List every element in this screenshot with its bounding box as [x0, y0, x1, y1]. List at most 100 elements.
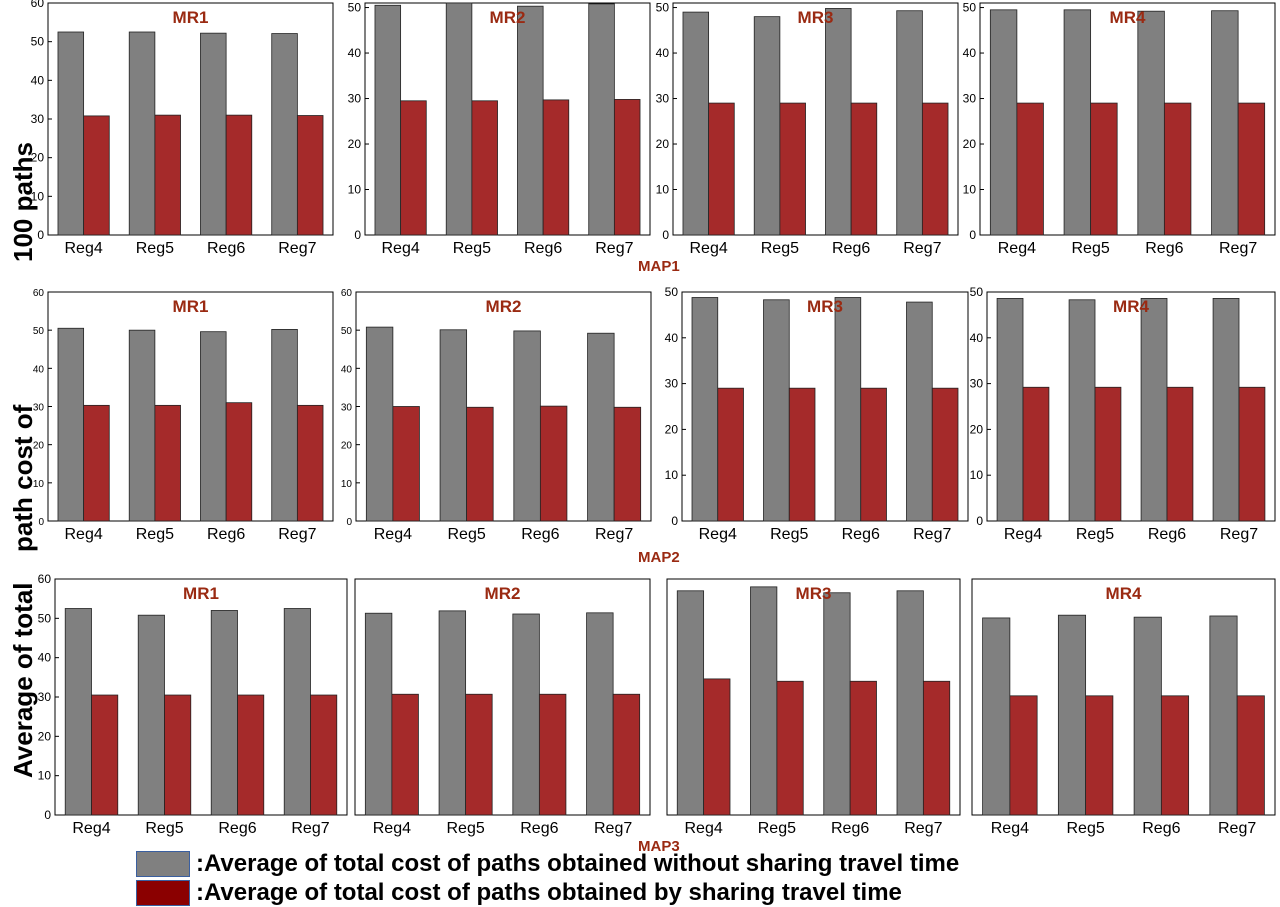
- chart-1-xtick-label: Reg7: [278, 240, 316, 257]
- chart-1-bar-reg4-without-sharing: [57, 31, 85, 236]
- chart-9-ytick-label: 60: [38, 572, 52, 586]
- chart-9-ytick-label: 40: [38, 651, 52, 665]
- chart-10-bar-reg4-without-sharing: [364, 612, 393, 816]
- chart-4-bar-reg5-with-sharing: [1090, 102, 1118, 236]
- chart-6-ytick-label: 60: [341, 288, 353, 299]
- chart-1-xtick-label: Reg4: [65, 240, 103, 257]
- chart-2-bar-reg7-without-sharing: [588, 3, 615, 236]
- chart-6-bar-reg5-without-sharing: [439, 329, 468, 522]
- chart-3-title: MR3: [798, 8, 834, 27]
- legend-text-without-sharing: :Average of total cost of paths obtained…: [196, 850, 960, 877]
- chart-8-ytick-label: 20: [970, 422, 984, 436]
- chart-3-ytick-label: 50: [656, 1, 670, 15]
- chart-9-xtick-label: Reg5: [145, 820, 183, 837]
- chart-6-xtick-label: Reg4: [374, 526, 412, 543]
- chart-8-ytick-label: 40: [970, 331, 984, 345]
- chart-7-bar-reg6-with-sharing: [860, 387, 887, 522]
- chart-6-bar-reg6-without-sharing: [513, 330, 541, 522]
- chart-1-ytick-label: 50: [31, 35, 45, 49]
- chart-11-xtick-label: Reg7: [904, 820, 942, 837]
- chart-6-ytick-label: 50: [341, 326, 353, 337]
- chart-3-frame: [672, 2, 959, 236]
- chart-4-ytick-label: 20: [963, 137, 977, 151]
- chart-4-xtick-label: Reg6: [1145, 240, 1183, 257]
- chart-4-ytick-label: 30: [963, 92, 977, 106]
- chart-4-ytick-label: 10: [963, 183, 977, 197]
- chart-1-bar-reg4-with-sharing: [83, 115, 110, 236]
- chart-4-ytick-label: 40: [963, 46, 977, 60]
- chart-5-bar-reg6-with-sharing: [225, 402, 253, 522]
- chart-5-ytick-label: 30: [33, 403, 45, 414]
- chart-2-ytick-label: 10: [348, 183, 362, 197]
- chart-3-ytick-label: 40: [656, 46, 670, 60]
- chart-2-bar-reg4-with-sharing: [400, 100, 427, 236]
- chart-3-ytick-label: 10: [656, 183, 670, 197]
- chart-6-bar-reg4-without-sharing: [365, 326, 394, 522]
- chart-5-bar-reg4-with-sharing: [83, 404, 110, 522]
- chart-6-ytick-label: 0: [346, 517, 352, 528]
- chart-7-ytick-label: 30: [665, 377, 679, 391]
- chart-7-xtick-label: Reg4: [699, 526, 737, 543]
- chart-2-frame: [364, 2, 651, 236]
- chart-3-xtick-label: Reg6: [832, 240, 870, 257]
- chart-7-frame: [681, 291, 969, 522]
- chart-1-bar-reg7-without-sharing: [271, 33, 298, 236]
- chart-10-xtick-label: Reg7: [594, 820, 632, 837]
- chart-5-bar-reg4-without-sharing: [57, 327, 85, 522]
- chart-12-bar-reg5-with-sharing: [1085, 695, 1114, 816]
- chart-3-xtick-label: Reg4: [690, 240, 728, 257]
- chart-12-bar-reg4-without-sharing: [982, 617, 1011, 816]
- chart-6-ytick-label: 40: [341, 364, 353, 375]
- chart-8-bar-reg6-without-sharing: [1140, 298, 1168, 522]
- chart-5-ytick-label: 0: [38, 517, 44, 528]
- chart-1-ytick-label: 20: [31, 151, 45, 165]
- chart-11-title: MR3: [796, 584, 832, 603]
- chart-4-xtick-label: Reg5: [1072, 240, 1110, 257]
- chart-7-ytick-label: 40: [665, 331, 679, 345]
- chart-7-bar-reg5-with-sharing: [788, 387, 816, 522]
- chart-1-ytick-label: 0: [37, 228, 44, 242]
- chart-7-bar-reg4-without-sharing: [691, 297, 719, 522]
- chart-3-xtick-label: Reg5: [761, 240, 799, 257]
- chart-10-frame: [354, 578, 651, 816]
- chart-4-bar-reg4-with-sharing: [1016, 102, 1044, 236]
- chart-8-bar-reg7-without-sharing: [1212, 298, 1240, 522]
- chart-8-bar-reg7-with-sharing: [1238, 386, 1266, 522]
- chart-8-xtick-label: Reg7: [1220, 526, 1258, 543]
- chart-3-bar-reg6-with-sharing: [850, 102, 878, 236]
- chart-6-bar-reg7-with-sharing: [613, 406, 642, 522]
- chart-5-xtick-label: Reg7: [278, 526, 316, 543]
- chart-6-xtick-label: Reg6: [521, 526, 559, 543]
- chart-5-xtick-label: Reg6: [207, 526, 245, 543]
- chart-12-xtick-label: Reg7: [1218, 820, 1256, 837]
- chart-6-bar-reg4-with-sharing: [392, 406, 420, 522]
- chart-12-xtick-label: Reg6: [1142, 820, 1180, 837]
- chart-12-bar-reg7-with-sharing: [1236, 695, 1265, 816]
- chart-11-xtick-label: Reg6: [831, 820, 869, 837]
- chart-11-bar-reg5-without-sharing: [750, 586, 778, 816]
- chart-5-bar-reg6-without-sharing: [200, 331, 227, 522]
- chart-8-frame: [986, 291, 1276, 522]
- chart-3-bar-reg6-without-sharing: [825, 8, 852, 236]
- chart-10-xtick-label: Reg5: [447, 820, 485, 837]
- chart-2-bar-reg5-with-sharing: [471, 100, 498, 236]
- chart-4-ytick-label: 50: [963, 1, 977, 15]
- chart-2-ytick-label: 30: [348, 92, 362, 106]
- chart-6-ytick-label: 10: [341, 479, 353, 490]
- chart-10-bar-reg5-without-sharing: [438, 610, 467, 816]
- chart-2-bar-reg6-with-sharing: [542, 99, 570, 236]
- y-axis-label-bottom: Average of total: [8, 582, 38, 778]
- chart-5-ytick-label: 60: [33, 288, 45, 299]
- chart-9-xtick-label: Reg6: [218, 820, 256, 837]
- chart-5-bar-reg7-without-sharing: [271, 329, 298, 522]
- chart-1-ytick-label: 10: [31, 189, 45, 203]
- chart-1-xtick-label: Reg5: [136, 240, 174, 257]
- chart-12-bar-reg4-with-sharing: [1009, 695, 1038, 816]
- chart-8-xtick-label: Reg4: [1004, 526, 1042, 543]
- chart-12-bar-reg6-with-sharing: [1160, 695, 1190, 816]
- chart-12-bar-reg5-without-sharing: [1057, 614, 1087, 816]
- chart-7-bar-reg7-with-sharing: [931, 387, 959, 522]
- chart-11-xtick-label: Reg5: [758, 820, 796, 837]
- chart-10-title: MR2: [485, 584, 521, 603]
- chart-9-bar-reg7-without-sharing: [283, 608, 311, 816]
